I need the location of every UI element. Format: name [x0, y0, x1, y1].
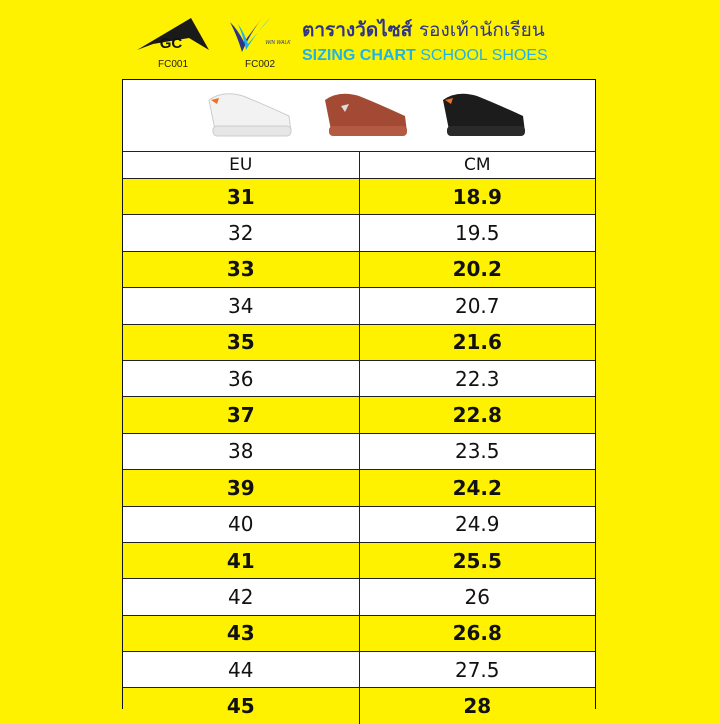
table-row: 43 26.8 — [123, 615, 595, 653]
cm-cell: 26.8 — [452, 621, 502, 646]
cm-cell: 28 — [463, 694, 492, 719]
eu-cell: 37 — [123, 397, 360, 433]
table-row: 44 27.5 — [123, 652, 595, 689]
table-row: 32 19.5 — [123, 215, 595, 252]
eu-cell: 43 — [123, 615, 360, 652]
eu-cell: 40 — [123, 506, 360, 542]
svg-text:WIN WALK: WIN WALK — [265, 40, 291, 46]
gc-logo: GC FC001 — [133, 12, 213, 70]
cm-cell: 24.9 — [454, 512, 500, 537]
header-cm: CM — [463, 155, 491, 175]
eu-cell: 33 — [123, 251, 360, 288]
table-header: EU CM — [123, 152, 595, 179]
title-en-regular: SCHOOL SHOES — [420, 47, 548, 64]
winwalk-logo: WIN WALK FC002 — [220, 12, 300, 70]
table-row: 40 24.9 — [123, 506, 595, 543]
eu-cell: 39 — [123, 470, 360, 506]
table-row: 35 21.6 — [123, 324, 595, 361]
eu-cell: 38 — [123, 433, 360, 470]
cm-cell: 21.6 — [452, 330, 502, 355]
cm-cell: 24.2 — [452, 475, 502, 500]
eu-cell: 36 — [123, 360, 360, 397]
table-row: 38 23.5 — [123, 433, 595, 471]
brown-shoe-image — [325, 93, 407, 136]
table-row: 39 24.2 — [123, 470, 595, 507]
cm-cell: 20.7 — [454, 293, 500, 318]
eu-cell: 31 — [123, 179, 360, 215]
gc-mountain-icon: GC — [137, 18, 209, 52]
eu-cell: 35 — [123, 324, 360, 360]
black-shoe-image — [443, 93, 525, 136]
title-thai-bold: ตารางวัดไซส์ — [302, 19, 413, 41]
table-row: 41 25.5 — [123, 542, 595, 580]
table-row: 37 22.8 — [123, 397, 595, 434]
header-eu: EU — [123, 152, 360, 178]
table-row: 36 22.3 — [123, 360, 595, 398]
cm-cell: 19.5 — [454, 221, 500, 246]
cm-cell: 22.8 — [452, 403, 502, 428]
eu-cell: 45 — [123, 688, 360, 724]
table-row: 45 28 — [123, 688, 595, 724]
cm-cell: 26 — [464, 584, 490, 609]
eu-cell: 34 — [123, 288, 360, 324]
table-row: 34 20.7 — [123, 288, 595, 325]
table-row: 33 20.2 — [123, 251, 595, 289]
eu-cell: 44 — [123, 652, 360, 688]
svg-text:GC: GC — [160, 35, 183, 52]
winwalk-code: FC002 — [244, 59, 275, 70]
cm-cell: 22.3 — [454, 366, 500, 391]
shoe-images-row — [123, 80, 595, 152]
winwalk-w-icon: WIN WALK — [230, 16, 291, 52]
sizing-table: EU CM 31 18.9 32 19.5 33 20.2 34 20.7 35 21.6 36 22… — [122, 79, 596, 724]
cm-cell: 27.5 — [454, 657, 500, 682]
eu-cell: 32 — [123, 215, 360, 251]
eu-cell: 42 — [123, 579, 360, 615]
gc-code: FC001 — [157, 59, 188, 70]
cm-cell: 20.2 — [452, 257, 502, 282]
table-row: 31 18.9 — [123, 179, 595, 216]
title-en-bold: SIZING CHART — [302, 47, 416, 64]
cm-cell: 25.5 — [452, 548, 502, 573]
white-shoe-image — [208, 93, 292, 137]
eu-cell: 41 — [123, 542, 360, 579]
cm-cell: 18.9 — [452, 184, 502, 209]
page-title: ตารางวัดไซส์ รองเท้านักเรียน SIZING CHAR… — [302, 15, 548, 65]
table-row: 42 26 — [123, 579, 595, 616]
cm-cell: 23.5 — [454, 439, 500, 464]
title-thai-regular: รองเท้านักเรียน — [418, 19, 545, 41]
